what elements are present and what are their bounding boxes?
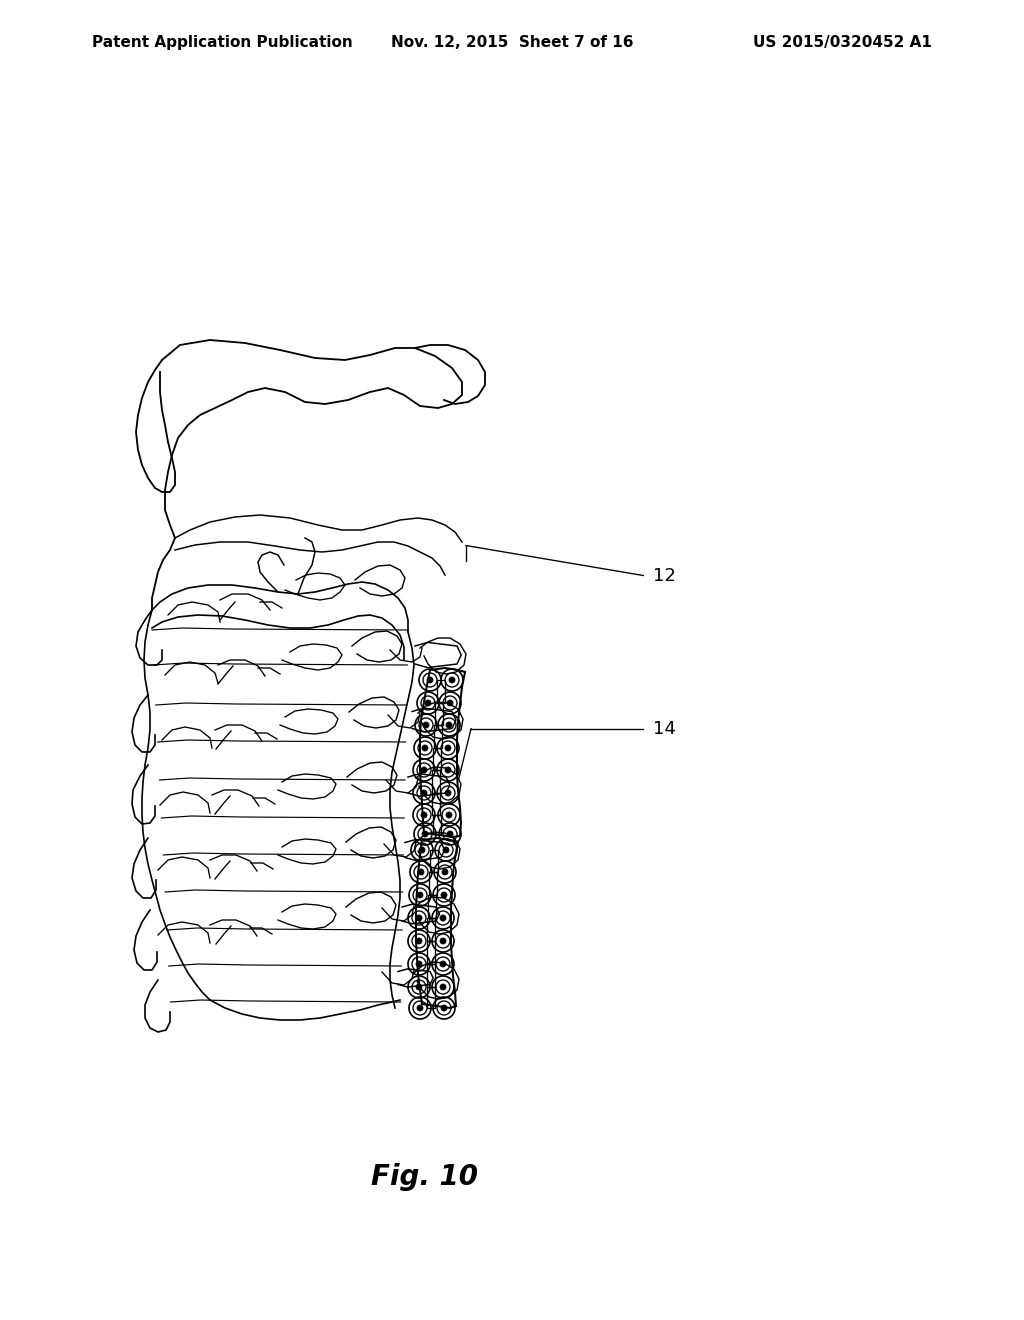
Circle shape [440, 915, 446, 921]
Text: Patent Application Publication: Patent Application Publication [92, 36, 353, 50]
Circle shape [445, 767, 451, 774]
Circle shape [416, 915, 422, 921]
Circle shape [425, 700, 431, 706]
Circle shape [442, 869, 449, 875]
Circle shape [422, 832, 428, 837]
Circle shape [441, 1005, 447, 1011]
Circle shape [423, 722, 429, 729]
Text: Nov. 12, 2015  Sheet 7 of 16: Nov. 12, 2015 Sheet 7 of 16 [391, 36, 633, 50]
Circle shape [440, 939, 446, 944]
Circle shape [416, 983, 422, 990]
Circle shape [446, 812, 452, 818]
Circle shape [421, 789, 427, 796]
Circle shape [441, 892, 447, 898]
Circle shape [417, 1005, 423, 1011]
Text: Fig. 10: Fig. 10 [372, 1163, 478, 1192]
Circle shape [447, 700, 453, 706]
Circle shape [446, 722, 452, 729]
Circle shape [447, 832, 453, 837]
Circle shape [445, 744, 451, 751]
Circle shape [416, 939, 422, 944]
Text: US 2015/0320452 A1: US 2015/0320452 A1 [753, 36, 932, 50]
Text: 14: 14 [653, 719, 676, 738]
Text: 12: 12 [653, 566, 676, 585]
Circle shape [417, 892, 423, 898]
Circle shape [422, 744, 428, 751]
Circle shape [440, 961, 446, 968]
Circle shape [445, 789, 451, 796]
Circle shape [449, 677, 455, 682]
Circle shape [427, 677, 433, 682]
Circle shape [419, 847, 425, 853]
Circle shape [416, 961, 422, 968]
Circle shape [421, 812, 427, 818]
Circle shape [443, 847, 449, 853]
Circle shape [418, 869, 424, 875]
Circle shape [440, 983, 446, 990]
Circle shape [421, 767, 427, 774]
